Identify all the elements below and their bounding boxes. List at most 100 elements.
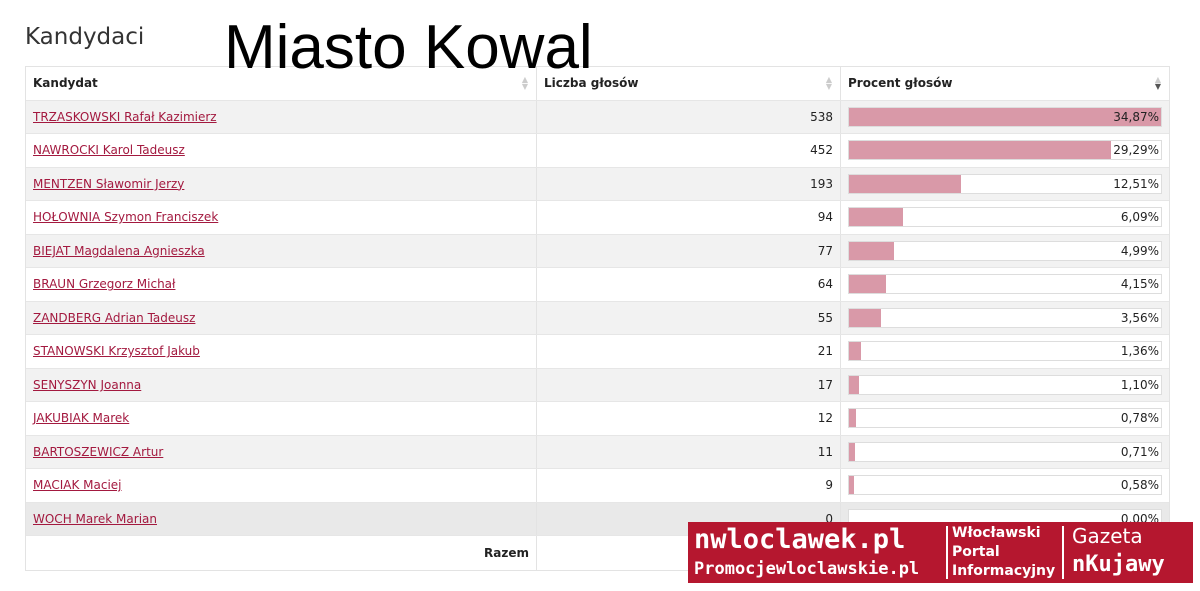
votes-cell: 193 bbox=[537, 167, 841, 200]
percent-bar bbox=[849, 476, 855, 495]
percent-label: 34,87% bbox=[1113, 109, 1159, 124]
percent-label: 12,51% bbox=[1113, 176, 1159, 191]
percent-bar bbox=[849, 308, 881, 327]
candidate-link[interactable]: HOŁOWNIA Szymon Franciszek bbox=[33, 210, 219, 225]
portal-line: Portal bbox=[952, 544, 1000, 560]
percent-bar bbox=[849, 107, 1161, 126]
candidate-link[interactable]: STANOWSKI Krzysztof Jakub bbox=[33, 344, 200, 359]
total-label: Razem bbox=[484, 545, 529, 560]
divider bbox=[946, 526, 948, 579]
percent-cell: 34,87% bbox=[841, 101, 1169, 134]
percent-cell: 1,36% bbox=[841, 335, 1169, 368]
percent-label: 0,78% bbox=[1120, 411, 1159, 426]
bar-track: 0,71% bbox=[848, 441, 1162, 462]
candidate-link[interactable]: BARTOSZEWICZ Artur bbox=[33, 444, 164, 459]
bar-track: 12,51% bbox=[848, 173, 1162, 194]
sort-icon[interactable]: ▲ ▼ bbox=[1154, 75, 1161, 91]
name-cell: BRAUN Grzegorz Michał bbox=[26, 268, 537, 301]
candidate-link[interactable]: MENTZEN Sławomir Jerzy bbox=[33, 176, 185, 191]
votes-cell: 64 bbox=[537, 268, 841, 301]
votes: 77 bbox=[817, 243, 833, 258]
name-cell: STANOWSKI Krzysztof Jakub bbox=[26, 335, 537, 368]
portal-line: Informacyjny bbox=[952, 563, 1056, 579]
percent-cell: 0,78% bbox=[841, 402, 1169, 435]
name-cell: SENYSZYN Joanna bbox=[26, 368, 537, 401]
name-cell: BARTOSZEWICZ Artur bbox=[26, 435, 537, 468]
watermark-promo: Promocjewloclawskie.pl bbox=[694, 559, 920, 579]
percent-label: 29,29% bbox=[1113, 143, 1159, 158]
table-row: MACIAK Maciej 9 0,58% bbox=[26, 469, 1169, 503]
votes-cell: 21 bbox=[537, 335, 841, 368]
column-label: Kandydat bbox=[33, 76, 98, 91]
votes-cell: 0 bbox=[537, 502, 841, 535]
name-cell: BIEJAT Magdalena Agnieszka bbox=[26, 234, 537, 267]
percent-label: 4,15% bbox=[1120, 277, 1159, 292]
percent-cell: 0,71% bbox=[841, 436, 1169, 469]
portal-line: Włocławski bbox=[952, 525, 1041, 541]
column-label: Liczba głosów bbox=[544, 76, 639, 91]
percent-bar bbox=[849, 409, 856, 428]
votes-cell: 452 bbox=[537, 134, 841, 167]
votes: 12 bbox=[817, 411, 833, 426]
votes: 452 bbox=[810, 143, 833, 158]
votes: 0 bbox=[825, 511, 833, 526]
sort-icon[interactable]: ▲ ▼ bbox=[521, 75, 528, 91]
percent-cell: 12,51% bbox=[841, 168, 1169, 201]
name-cell: ZANDBERG Adrian Tadeusz bbox=[26, 301, 537, 334]
watermark-gazeta: Gazeta bbox=[1072, 524, 1143, 548]
name-cell: TRZASKOWSKI Rafał Kazimierz bbox=[26, 100, 537, 133]
bar-track: 0,58% bbox=[848, 475, 1162, 496]
candidate-link[interactable]: BRAUN Grzegorz Michał bbox=[33, 277, 176, 292]
bar-track: 1,10% bbox=[848, 374, 1162, 395]
watermark-portal: Włocławski Portal Informacyjny bbox=[952, 524, 1055, 581]
candidate-link[interactable]: WOCH Marek Marian bbox=[33, 511, 157, 526]
bar-track: 4,15% bbox=[848, 274, 1162, 295]
percent-label: 0,58% bbox=[1120, 478, 1159, 493]
bar-track: 4,99% bbox=[848, 240, 1162, 261]
votes-cell: 17 bbox=[537, 368, 841, 401]
candidate-link[interactable]: ZANDBERG Adrian Tadeusz bbox=[33, 310, 196, 325]
watermark-gazeta: nKujawy bbox=[1072, 552, 1165, 577]
table-row: ZANDBERG Adrian Tadeusz 55 3,56% bbox=[26, 301, 1169, 335]
table-row: BRAUN Grzegorz Michał 64 4,15% bbox=[26, 268, 1169, 302]
percent-bar bbox=[849, 241, 894, 260]
sort-icon[interactable]: ▲ ▼ bbox=[825, 75, 832, 91]
candidate-link[interactable]: SENYSZYN Joanna bbox=[33, 377, 142, 392]
candidate-link[interactable]: TRZASKOWSKI Rafał Kazimierz bbox=[33, 109, 217, 124]
percent-cell: 3,56% bbox=[841, 302, 1169, 335]
votes: 17 bbox=[817, 377, 833, 392]
total-label-cell: Razem bbox=[26, 536, 537, 570]
table-row: BARTOSZEWICZ Artur 11 0,71% bbox=[26, 435, 1169, 469]
candidate-link[interactable]: BIEJAT Magdalena Agnieszka bbox=[33, 243, 205, 258]
table-row: BIEJAT Magdalena Agnieszka 77 4,99% bbox=[26, 234, 1169, 268]
percent-label: 1,36% bbox=[1120, 344, 1159, 359]
percent-label: 3,56% bbox=[1120, 310, 1159, 325]
name-cell: NAWROCKI Karol Tadeusz bbox=[26, 134, 537, 167]
votes-cell: 55 bbox=[537, 301, 841, 334]
bar-track: 6,09% bbox=[848, 207, 1162, 228]
section-title: Kandydaci bbox=[25, 24, 145, 50]
percent-bar bbox=[849, 174, 961, 193]
percent-bar bbox=[849, 141, 1112, 160]
percent-label: 1,10% bbox=[1120, 377, 1159, 392]
percent-bar bbox=[849, 442, 856, 461]
percent-cell: 6,09% bbox=[841, 201, 1169, 234]
table-row: NAWROCKI Karol Tadeusz 452 29,29% bbox=[26, 134, 1169, 168]
bar-track: 0,78% bbox=[848, 408, 1162, 429]
column-header: Kandydat ▲ ▼ bbox=[26, 67, 537, 100]
percent-bar bbox=[849, 208, 904, 227]
percent-cell: 4,15% bbox=[841, 268, 1169, 301]
candidate-link[interactable]: JAKUBIAK Marek bbox=[33, 411, 130, 426]
bar-track: 29,29% bbox=[848, 140, 1162, 161]
overlay-title: Miasto Kowal bbox=[224, 13, 593, 82]
percent-label: 6,09% bbox=[1120, 210, 1159, 225]
votes-cell: 77 bbox=[537, 234, 841, 267]
votes-cell: 94 bbox=[537, 201, 841, 234]
percent-cell: 1,10% bbox=[841, 369, 1169, 402]
candidate-link[interactable]: NAWROCKI Karol Tadeusz bbox=[33, 143, 185, 158]
name-cell: MENTZEN Sławomir Jerzy bbox=[26, 167, 537, 200]
candidate-link[interactable]: MACIAK Maciej bbox=[33, 478, 122, 493]
name-cell: HOŁOWNIA Szymon Franciszek bbox=[26, 201, 537, 234]
